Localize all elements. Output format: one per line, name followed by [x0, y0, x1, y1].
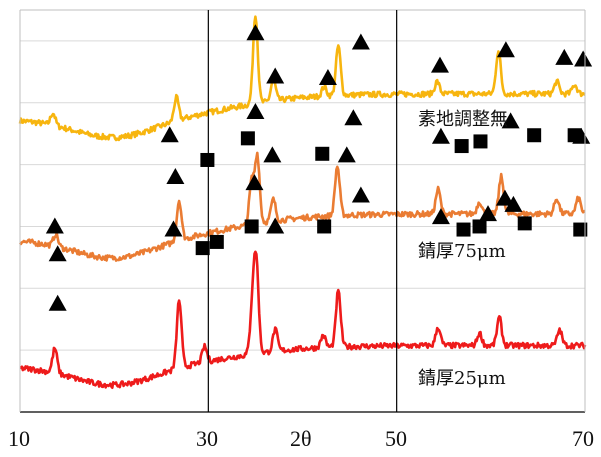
triangle-marker-s1-7: [496, 41, 515, 58]
triangle-marker-s3-6: [495, 189, 514, 206]
triangle-marker-s3-7: [504, 195, 523, 212]
triangle-marker-s3-1: [164, 220, 183, 237]
series-label-3: 錆厚25μm: [418, 368, 506, 389]
triangle-marker-s1-5: [351, 33, 370, 50]
triangle-marker-s3-3: [266, 217, 285, 234]
square-marker-s3-5: [472, 219, 487, 234]
marker-group: [45, 24, 593, 311]
triangle-marker-s2-5: [344, 109, 363, 126]
square-marker-s3-0: [195, 241, 210, 256]
triangle-marker-s2-3: [263, 146, 282, 163]
x-tick-label-50: 50: [385, 426, 407, 451]
square-marker-s2-3: [473, 134, 488, 149]
square-marker-s3-3: [317, 219, 332, 234]
x-axis-title: 2θ: [290, 426, 312, 451]
triangle-marker-s1-0: [45, 217, 64, 234]
x-tick-label-70: 70: [572, 426, 594, 451]
triangle-marker-s2-4: [337, 146, 356, 163]
square-marker-s3-4: [456, 222, 471, 237]
gridlines: [20, 40, 585, 351]
square-marker-s1-0: [200, 152, 215, 167]
square-marker-s3-1: [209, 234, 224, 249]
series-line-3: [19, 250, 587, 389]
triangle-marker-s2-2: [246, 103, 265, 120]
square-marker-s3-6: [517, 216, 532, 231]
square-marker-s2-0: [240, 131, 255, 146]
square-marker-s2-1: [315, 146, 330, 161]
square-marker-s2-5: [567, 128, 582, 143]
triangle-marker-s1-6: [430, 56, 449, 73]
square-marker-s2-4: [527, 128, 542, 143]
triangle-marker-s1-3: [266, 67, 285, 84]
triangle-marker-s1-2: [246, 24, 265, 41]
triangle-marker-s2-7: [501, 112, 520, 129]
triangle-marker-s2-1: [166, 167, 185, 184]
x-tick-label-10: 10: [8, 426, 30, 451]
triangle-marker-s3-5: [431, 208, 450, 225]
triangle-marker-s3-4: [351, 186, 370, 203]
triangle-marker-s1-4: [318, 69, 337, 86]
triangle-marker-s3-0: [48, 294, 67, 311]
triangle-marker-s3-8: [479, 205, 498, 222]
triangle-marker-s1-1: [160, 126, 179, 143]
square-marker-s3-7: [573, 222, 588, 237]
triangle-marker-s1-9: [574, 50, 593, 67]
triangle-marker-s1-8: [555, 48, 574, 65]
axes-group: [19, 9, 586, 413]
x-tick-label-30: 30: [196, 426, 218, 451]
triangle-marker-s3-2: [245, 174, 264, 191]
square-marker-s2-2: [454, 139, 469, 154]
series-label-2: 錆厚75μm: [418, 241, 506, 262]
series-label-1: 素地調整無: [418, 109, 508, 130]
triangle-marker-s2-0: [48, 245, 67, 262]
series-line-1: [18, 15, 586, 142]
triangle-marker-s2-6: [431, 127, 450, 144]
square-marker-s3-2: [244, 219, 259, 234]
